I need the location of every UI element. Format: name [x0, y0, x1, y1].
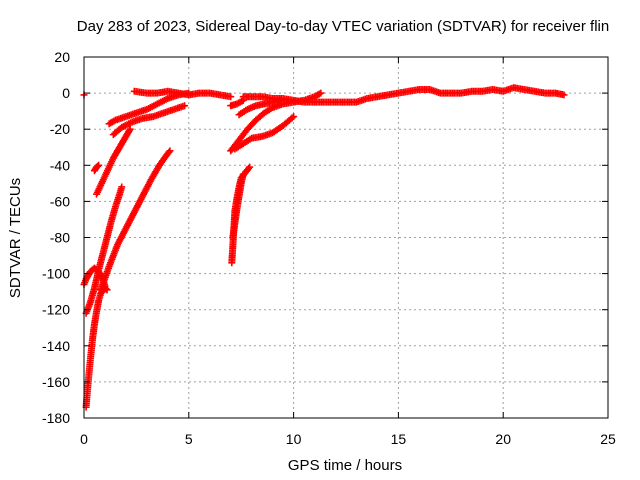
x-axis-label: GPS time / hours [288, 457, 402, 474]
data-points [80, 84, 568, 411]
data-point [317, 89, 325, 97]
data-point [246, 163, 254, 171]
data-point [277, 96, 285, 104]
data-point [288, 114, 296, 122]
y-tick-label: -40 [50, 157, 70, 173]
y-tick-label: -160 [42, 374, 70, 390]
data-point [239, 96, 247, 104]
x-tick-label: 25 [600, 431, 616, 447]
y-tick-label: -100 [42, 266, 70, 282]
y-axis-label: SDTVAR / TECUs [7, 178, 24, 298]
y-tick-label: -140 [42, 338, 70, 354]
data-point [165, 148, 173, 156]
chart-title: Day 283 of 2023, Sidereal Day-to-day VTE… [77, 18, 609, 35]
y-tick-label: -60 [50, 193, 70, 209]
grid [84, 57, 608, 418]
y-tick-label: -80 [50, 230, 70, 246]
data-point [118, 183, 126, 191]
data-point [95, 161, 103, 169]
data-point [126, 125, 134, 133]
data-point [560, 91, 568, 99]
x-tick-label: 5 [185, 431, 193, 447]
data-point [245, 164, 253, 172]
y-tick-label: 20 [54, 49, 70, 65]
x-tick-label: 10 [286, 431, 302, 447]
data-point [166, 147, 174, 155]
x-tick-label: 0 [80, 431, 88, 447]
data-point [94, 162, 102, 170]
data-point [239, 170, 247, 178]
data-point [290, 113, 298, 121]
data-point [125, 127, 133, 135]
x-tick-label: 20 [495, 431, 511, 447]
x-tick-label: 15 [391, 431, 407, 447]
y-tick-label: -120 [42, 302, 70, 318]
data-point [102, 285, 110, 293]
y-tick-label: -180 [42, 410, 70, 426]
data-point [103, 286, 111, 294]
y-tick-label: -20 [50, 121, 70, 137]
y-tick-label: 0 [62, 85, 70, 101]
axis-ticks: 0 5 10 15 20 25 20 0 -20 -40 -60 -80 -100 -120 -140 -16… [42, 49, 616, 447]
data-point [185, 89, 193, 97]
data-point [181, 102, 189, 110]
data-point [227, 93, 235, 101]
